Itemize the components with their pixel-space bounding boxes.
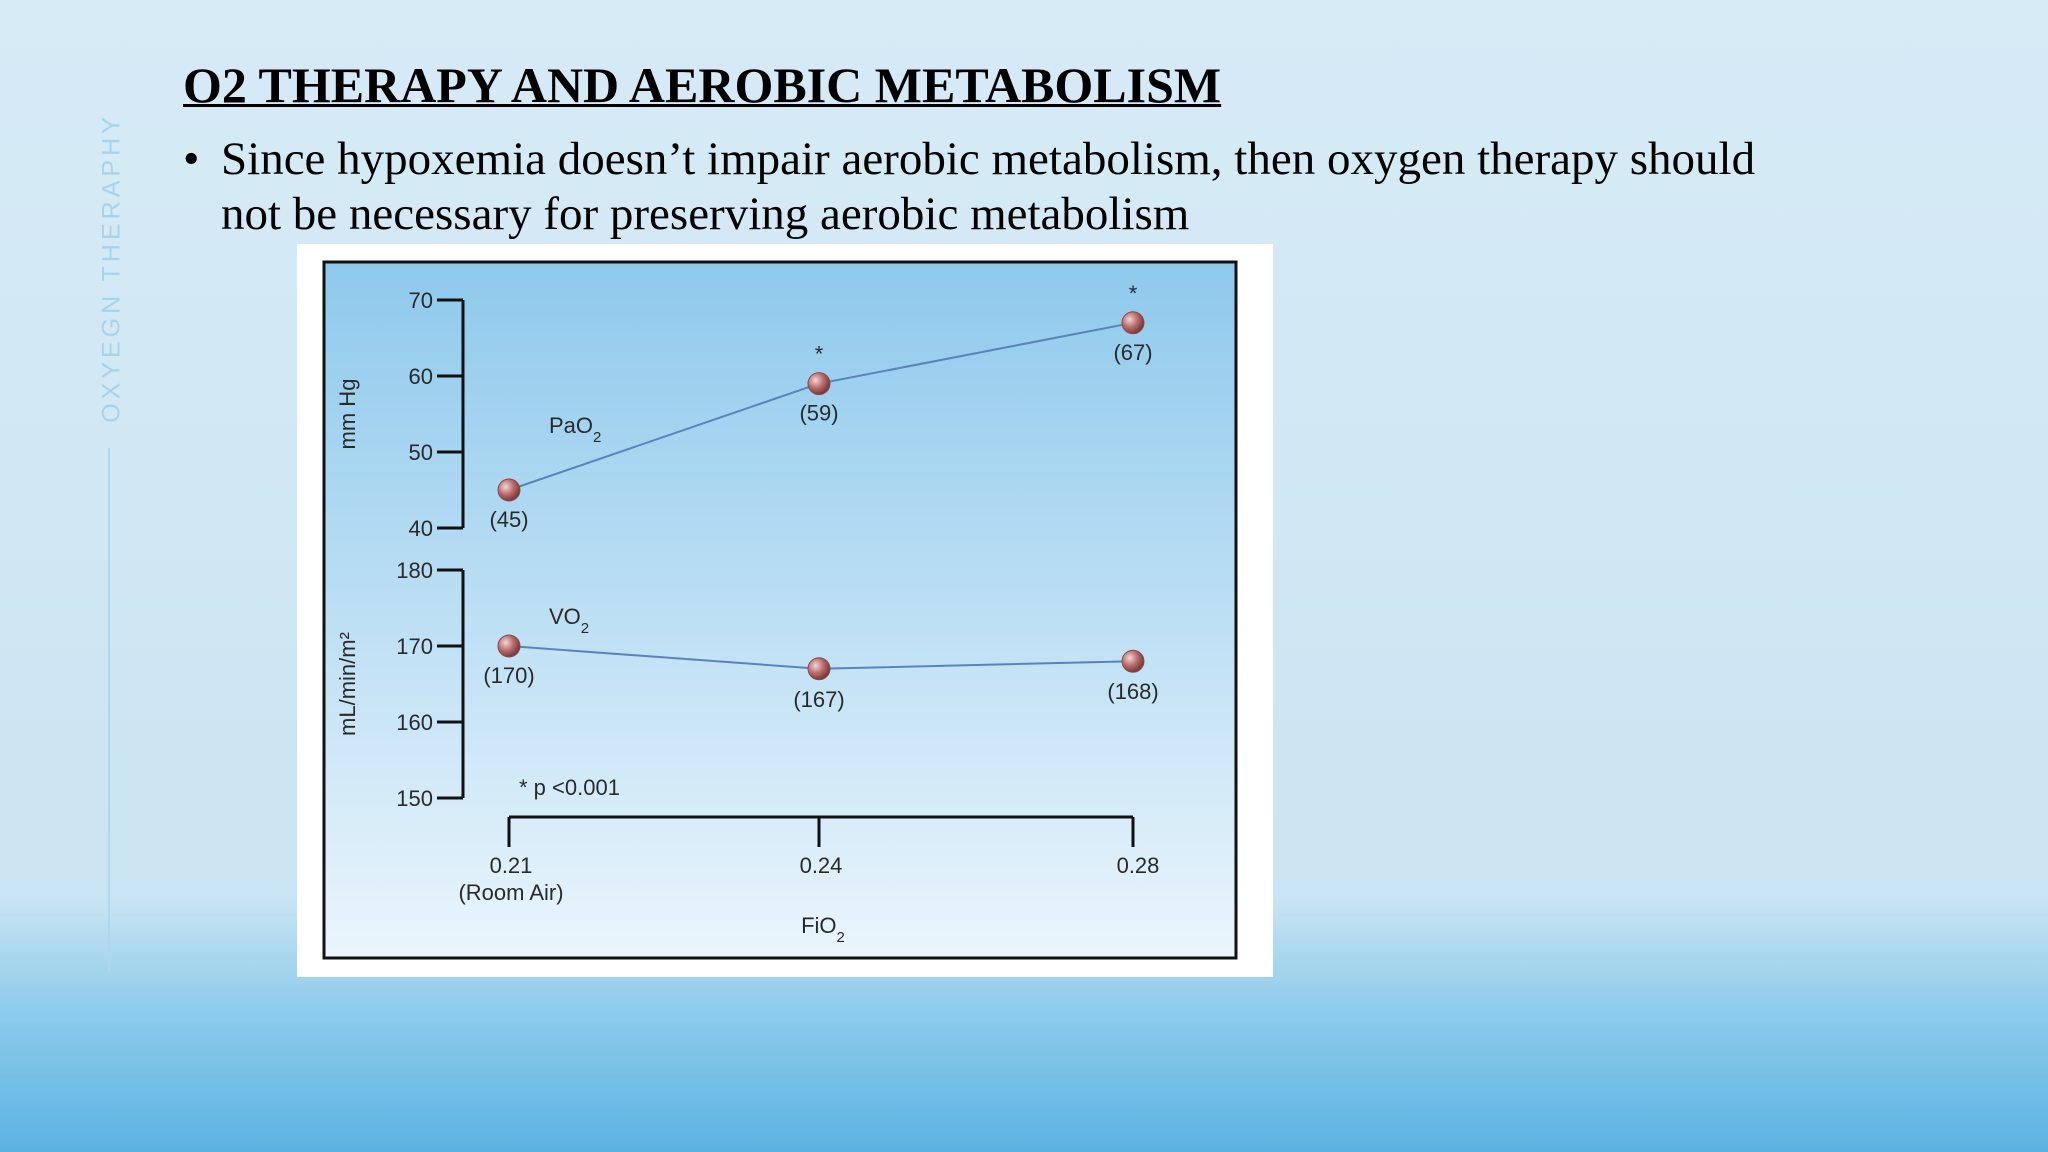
- vo2-y-tick-label: 160: [396, 710, 433, 735]
- vo2-data-point: [497, 634, 521, 658]
- pao2-y-tick-label: 50: [409, 440, 433, 465]
- pao2-y-tick-label: 40: [409, 516, 433, 541]
- plot-area: [322, 260, 1238, 960]
- significance-note: * p <0.001: [519, 775, 620, 800]
- pao2-significance-star: *: [1129, 281, 1138, 306]
- bullet-text: Since hypoxemia doesn’t impair aerobic m…: [221, 133, 1756, 240]
- pao2-y-axis-label: mm Hg: [335, 379, 360, 450]
- vo2-data-point: [1121, 649, 1145, 673]
- x-tick-label: 0.21: [490, 853, 533, 878]
- vo2-data-point: [807, 657, 831, 681]
- bullet-point: • Since hypoxemia doesn’t impair aerobic…: [183, 132, 1783, 242]
- vo2-y-tick-label: 150: [396, 786, 433, 811]
- pao2-series-name: PaO2: [549, 413, 601, 446]
- pao2-y-tick-label: 70: [409, 288, 433, 313]
- x-tick-sublabel: (Room Air): [458, 880, 563, 905]
- chart-figure: 40 50 60 70 mm Hg (45) (59) * (67) * PaO2 150 160 170…: [297, 244, 1273, 977]
- bullet-icon: •: [183, 133, 200, 185]
- vo2-y-axis-label: mL/min/m²: [335, 632, 360, 736]
- pao2-data-point: [807, 372, 831, 396]
- pao2-significance-star: *: [815, 342, 824, 367]
- sidebar-divider: [108, 448, 110, 972]
- pao2-y-tick-label: 60: [409, 364, 433, 389]
- pao2-data-point: [1121, 311, 1145, 335]
- chart-svg: 40 50 60 70 mm Hg (45) (59) * (67) * PaO2 150 160 170…: [322, 260, 1238, 960]
- pao2-data-point: [497, 478, 521, 502]
- x-tick-label: 0.24: [800, 853, 843, 878]
- sidebar-label: OXYEGN THERAPHY: [97, 113, 126, 423]
- vo2-data-label: (168): [1107, 679, 1158, 704]
- pao2-data-label: (59): [799, 401, 838, 426]
- pao2-data-label: (45): [489, 507, 528, 532]
- vo2-data-label: (167): [793, 687, 844, 712]
- x-axis-label: FiO2: [801, 913, 845, 946]
- pao2-data-label: (67): [1113, 340, 1152, 365]
- vo2-y-tick-label: 170: [396, 634, 433, 659]
- vo2-data-label: (170): [483, 663, 534, 688]
- vo2-series-name: VO2: [549, 604, 589, 637]
- vo2-y-tick-label: 180: [396, 558, 433, 583]
- x-tick-label: 0.28: [1117, 853, 1160, 878]
- slide-title: O2 THERAPY AND AEROBIC METABOLISM: [183, 57, 1222, 113]
